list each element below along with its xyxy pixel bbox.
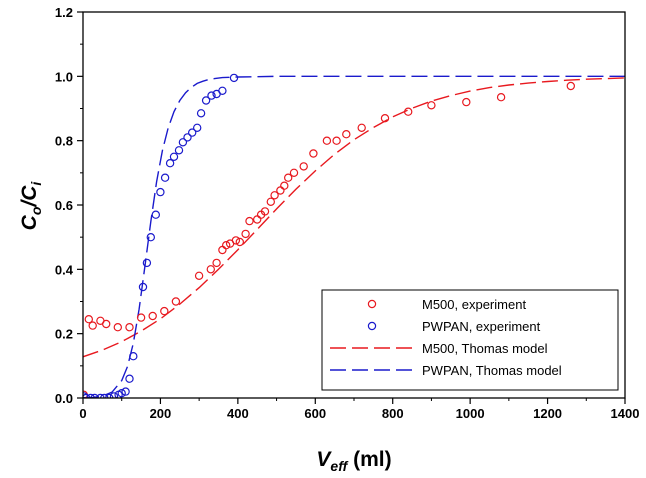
data-point <box>113 323 123 332</box>
y-tick-label: 1.0 <box>55 69 73 84</box>
data-point <box>231 236 241 245</box>
data-point <box>187 128 197 137</box>
x-tick-label: 1400 <box>611 406 640 421</box>
data-point <box>146 232 155 242</box>
series-line <box>83 77 625 358</box>
data-point <box>148 311 157 321</box>
data-point <box>235 237 244 247</box>
x-tick-label: 400 <box>227 406 249 421</box>
data-point <box>260 207 270 216</box>
data-point <box>280 181 289 190</box>
legend-label: M500, Thomas model <box>422 341 548 356</box>
data-point <box>241 229 250 239</box>
data-point <box>245 216 254 226</box>
data-point <box>121 387 130 396</box>
data-point <box>496 92 506 102</box>
data-point <box>160 173 170 182</box>
legend: M500, experiment PWPAN, experiment M500, T… <box>321 289 619 391</box>
y-tick-label: 0.8 <box>55 134 73 149</box>
data-point <box>229 73 239 83</box>
data-point <box>342 129 351 139</box>
x-axis: 0 200 400 600 800 1000 1200 1400 <box>79 398 639 421</box>
x-axis-label: Veff (ml) <box>316 448 391 474</box>
data-point <box>138 282 148 292</box>
x-tick-label: 200 <box>150 406 172 421</box>
y-tick-label: 0.6 <box>55 198 73 213</box>
data-point <box>194 271 204 280</box>
y-axis-label-sub1: o <box>28 206 44 215</box>
data-point <box>207 91 216 100</box>
data-point <box>88 321 97 330</box>
data-point <box>270 191 279 200</box>
series-layer <box>83 73 625 398</box>
legend-frame <box>321 289 619 391</box>
y-axis-label: Co/Ci <box>18 181 44 231</box>
data-point <box>206 265 215 274</box>
data-point <box>160 306 169 316</box>
data-point <box>427 101 436 110</box>
data-point <box>566 81 576 91</box>
x-tick-label: 800 <box>382 406 404 421</box>
data-point <box>117 389 126 398</box>
x-axis-label-sub: eff <box>330 458 348 474</box>
data-point <box>299 162 308 171</box>
data-point <box>142 258 152 268</box>
data-point <box>192 123 202 133</box>
x-tick-label: 1200 <box>533 406 562 421</box>
y-tick-label: 0.4 <box>55 262 74 277</box>
plot-area <box>83 73 625 398</box>
data-point <box>136 313 146 322</box>
data-point <box>151 210 160 219</box>
data-point <box>171 297 181 306</box>
data-point <box>84 315 94 324</box>
data-point <box>125 323 134 332</box>
y-axis-label-sub2: i <box>28 181 44 186</box>
legend-label: PWPAN, experiment <box>422 319 541 334</box>
x-tick-label: 0 <box>79 406 86 421</box>
data-point <box>462 97 471 107</box>
data-point <box>109 392 119 398</box>
data-point <box>357 123 366 133</box>
data-point <box>169 152 179 161</box>
y-tick-label: 0.2 <box>55 327 73 342</box>
data-point <box>266 197 275 206</box>
data-point <box>309 149 318 158</box>
y-tick-label: 1.2 <box>55 5 73 20</box>
data-point <box>332 136 341 145</box>
data-point <box>178 138 188 147</box>
legend-items: M500, experiment PWPAN, experiment M500, T… <box>330 297 562 378</box>
x-tick-label: 600 <box>304 406 326 421</box>
data-point <box>125 374 134 383</box>
data-point <box>101 319 111 329</box>
legend-marker <box>367 299 377 309</box>
data-point <box>218 86 227 96</box>
y-axis-label-slash: /C <box>18 185 41 208</box>
data-point <box>380 113 390 123</box>
legend-marker <box>367 321 377 331</box>
legend-label: PWPAN, Thomas model <box>422 363 562 378</box>
x-tick-label: 1000 <box>456 406 485 421</box>
x-axis-label-unit: (ml) <box>347 448 391 471</box>
data-point <box>212 258 221 268</box>
data-point <box>289 168 299 177</box>
data-point <box>129 352 138 361</box>
data-point <box>221 240 231 250</box>
y-axis-label-main: C <box>18 214 41 230</box>
data-point <box>174 146 184 155</box>
y-tick-label: 0.0 <box>55 391 73 406</box>
data-point <box>165 158 175 168</box>
y-axis: 0.0 0.2 0.4 0.6 0.8 1.0 1.2 <box>55 5 83 406</box>
data-point <box>196 109 206 118</box>
data-point <box>201 96 211 105</box>
data-point <box>404 107 413 116</box>
series-line <box>83 75 625 398</box>
data-point <box>183 133 192 142</box>
x-axis-label-main: V <box>316 448 332 471</box>
legend-label: M500, experiment <box>422 297 526 312</box>
data-point <box>322 136 332 145</box>
data-point <box>156 187 165 197</box>
data-point <box>284 173 293 182</box>
